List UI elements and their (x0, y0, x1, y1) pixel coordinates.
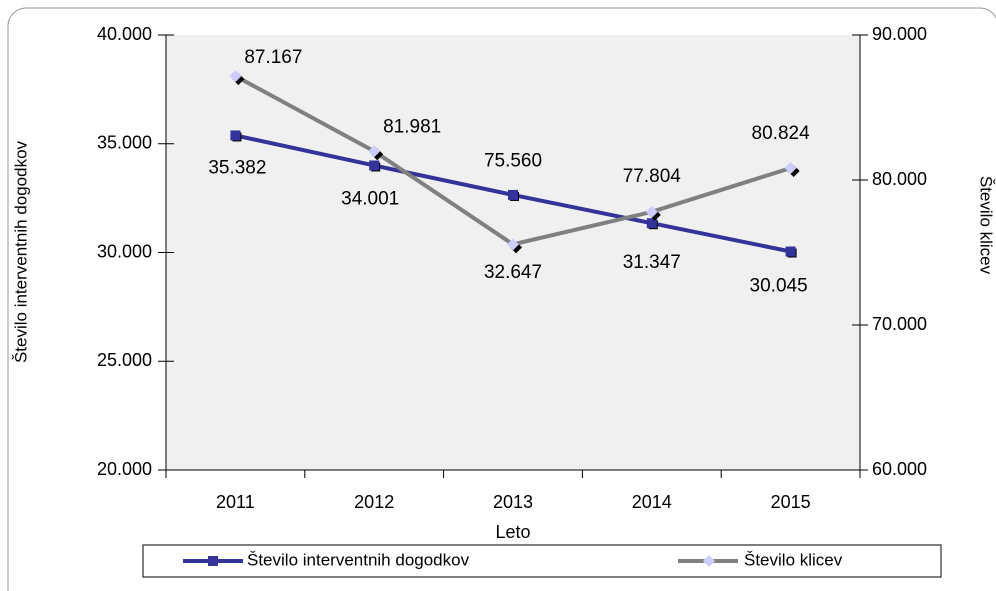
y-tick-label: 40.000 (97, 24, 152, 44)
y2-tick-label: 70.000 (872, 314, 927, 334)
y2-tick-label: 60.000 (872, 459, 927, 479)
marker (369, 160, 380, 171)
marker (645, 205, 658, 218)
legend-label: Število klicev (744, 550, 843, 569)
marker (368, 145, 381, 158)
x-axis-title: Leto (495, 522, 530, 542)
y2-tick-label: 80.000 (872, 169, 927, 189)
y-tick-label: 25.000 (97, 350, 152, 370)
data-label: 34.001 (341, 188, 399, 209)
data-label: 32.647 (484, 262, 542, 283)
data-label: 35.382 (208, 157, 266, 178)
marker (507, 238, 519, 251)
data-label: 80.824 (752, 123, 811, 144)
y2-axis-title: Število klicev (977, 176, 996, 275)
data-label: 30.045 (750, 276, 808, 297)
y2-tick-label: 90.000 (872, 24, 927, 44)
data-label: 87.167 (244, 47, 302, 68)
x-tick-label: 2015 (771, 492, 811, 512)
legend-marker (703, 555, 715, 567)
y-tick-label: 35.000 (97, 133, 152, 153)
x-tick-label: 2013 (493, 492, 533, 512)
chart-border (7, 7, 996, 591)
marker (230, 130, 241, 141)
legend-marker (208, 556, 218, 566)
data-label: 77.804 (623, 166, 682, 187)
y-tick-label: 30.000 (97, 241, 152, 261)
legend (142, 544, 942, 578)
x-tick-label: 2014 (632, 492, 672, 512)
data-label: 81.981 (383, 116, 441, 137)
marker (784, 162, 797, 175)
plot-area (166, 35, 860, 470)
marker (785, 246, 796, 257)
marker (646, 218, 657, 229)
y-axis-title: Število interventnih dogodkov (11, 140, 30, 363)
legend-label: Število interventnih dogodkov (247, 550, 470, 569)
data-label: 31.347 (623, 252, 681, 273)
x-tick-label: 2011 (216, 492, 255, 512)
marker (508, 189, 518, 200)
data-label: 75.560 (484, 150, 542, 171)
y-tick-label: 20.000 (97, 459, 152, 479)
marker (229, 70, 242, 83)
x-tick-label: 2012 (354, 492, 394, 512)
